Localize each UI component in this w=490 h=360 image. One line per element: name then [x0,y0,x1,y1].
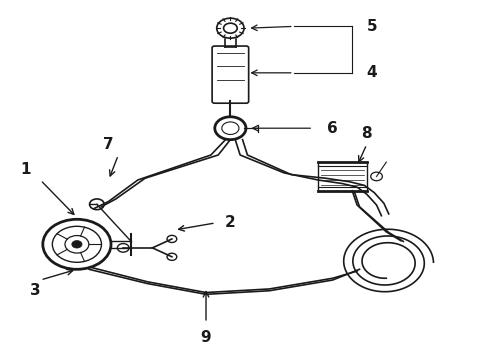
Text: 3: 3 [30,283,41,298]
Text: 6: 6 [327,121,338,136]
Text: 9: 9 [201,330,211,345]
Text: 4: 4 [367,65,377,80]
Text: 5: 5 [367,19,377,34]
Circle shape [72,240,82,248]
Text: 7: 7 [103,137,114,152]
Text: 2: 2 [225,215,236,230]
Text: 8: 8 [362,126,372,141]
Text: 1: 1 [21,162,31,177]
